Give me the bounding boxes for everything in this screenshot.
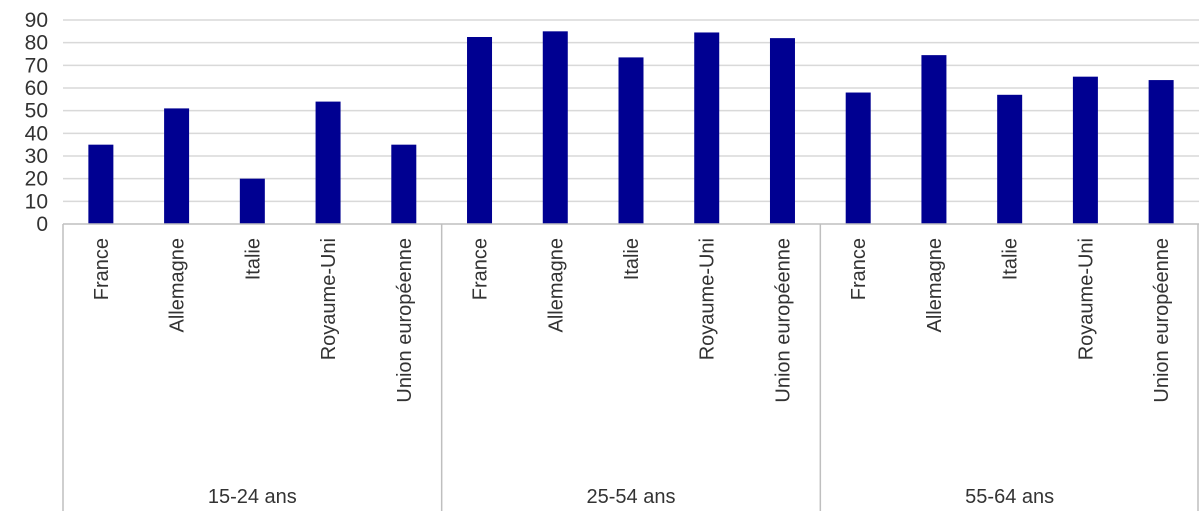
bar (1148, 80, 1174, 224)
group-label: 55-64 ans (965, 486, 1054, 508)
category-label: Union européenne (1151, 238, 1173, 403)
y-tick-label: 10 (25, 190, 48, 213)
y-tick-label: 30 (25, 145, 48, 168)
bar (315, 101, 341, 224)
y-tick-label: 50 (25, 100, 48, 123)
category-label: Royaume-Uni (697, 238, 719, 360)
bar (921, 55, 947, 224)
group-labels: 15-24 ans 25-54 ans 55-64 ans (208, 486, 1054, 508)
category-label: Royaume-Uni (318, 238, 340, 360)
category-label: France (848, 238, 870, 300)
bar (542, 31, 568, 224)
category-label: Italie (1000, 238, 1022, 280)
y-tick-label: 20 (25, 168, 48, 191)
y-tick-label: 80 (25, 32, 48, 55)
bar (467, 37, 493, 224)
category-label: Union européenne (772, 238, 794, 403)
category-label: Allemagne (167, 238, 189, 333)
category-label: France (91, 238, 113, 300)
bar (618, 57, 644, 225)
bar (1072, 76, 1098, 224)
bar (769, 38, 795, 224)
bar (164, 108, 190, 224)
bar (997, 94, 1023, 224)
y-tick-label: 90 (25, 9, 48, 32)
category-label: Royaume-Uni (1075, 238, 1097, 360)
category-label: Italie (242, 238, 264, 280)
y-tick-label: 60 (25, 77, 48, 100)
category-label: Allemagne (545, 238, 567, 333)
bar (845, 92, 871, 224)
category-label: Union européenne (394, 238, 416, 403)
bar (694, 32, 720, 224)
y-tick-label: 40 (25, 122, 48, 145)
category-label: France (470, 238, 492, 300)
bar (391, 144, 417, 224)
bar (239, 178, 265, 224)
group-label: 15-24 ans (208, 486, 297, 508)
bar (88, 144, 114, 224)
y-tick-label: 0 (36, 213, 48, 236)
y-tick-label: 70 (25, 54, 48, 77)
category-labels: France Allemagne Italie Royaume-Uni Union eu… (91, 238, 1173, 403)
bars (88, 31, 1174, 225)
category-label: Allemagne (924, 238, 946, 333)
group-label: 25-54 ans (587, 486, 676, 508)
category-label: Italie (621, 238, 643, 280)
axes (62, 223, 1199, 511)
